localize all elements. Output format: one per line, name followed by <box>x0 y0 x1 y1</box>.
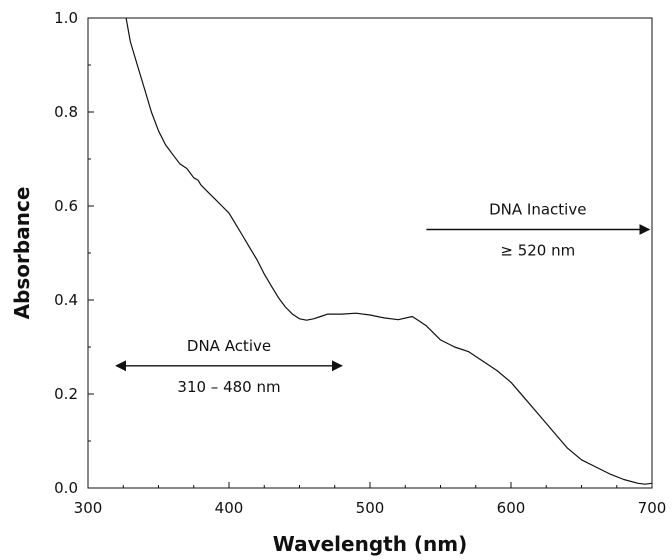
annotation-label: DNA Inactive <box>489 201 586 219</box>
x-tick-label: 500 <box>356 499 385 517</box>
x-tick-label: 400 <box>215 499 244 517</box>
y-tick-label: 0.8 <box>54 103 78 121</box>
x-tick-label: 600 <box>497 499 526 517</box>
annotation-range: 310 – 480 nm <box>177 378 280 396</box>
x-tick-label: 700 <box>638 499 667 517</box>
annotation-range: ≥ 520 nm <box>500 242 575 260</box>
y-axis-title: Absorbance <box>10 187 34 320</box>
y-tick-label: 0.2 <box>54 385 78 403</box>
y-tick-label: 0.0 <box>54 479 78 497</box>
x-axis-title: Wavelength (nm) <box>273 532 468 556</box>
x-tick-label: 300 <box>74 499 103 517</box>
y-tick-label: 1.0 <box>54 9 78 27</box>
y-tick-label: 0.6 <box>54 197 78 215</box>
plot-area: 0.0 0.2 0.4 0.6 0.8 1.0 300 400 500 600 700 DNA Act… <box>54 9 666 517</box>
annotation-label: DNA Active <box>187 337 271 355</box>
absorbance-series-line <box>125 17 653 485</box>
y-tick-label: 0.4 <box>54 291 78 309</box>
